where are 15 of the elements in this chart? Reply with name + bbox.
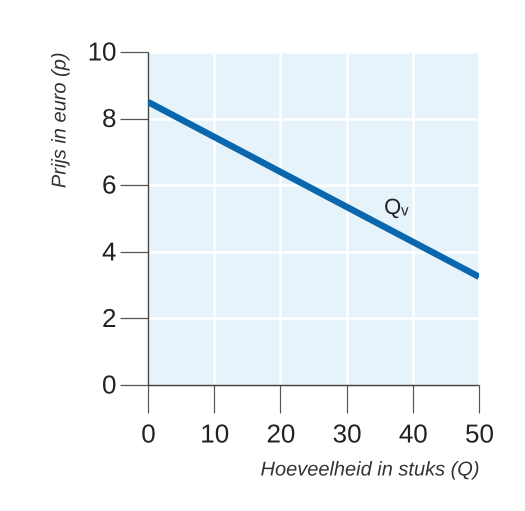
- y-tick-label: 2: [102, 302, 116, 333]
- x-tick-label: 30: [332, 418, 362, 448]
- series-label: Qᵥ: [384, 194, 410, 220]
- x-tick-label: 10: [200, 418, 230, 448]
- x-axis-title: Hoeveelheid in stuks (Q): [260, 458, 480, 480]
- x-tick-label: 20: [266, 418, 296, 448]
- y-axis-title: Prijs in euro (p): [48, 52, 71, 188]
- y-tick-label: 4: [102, 236, 116, 266]
- x-tick-label: 0: [141, 418, 156, 448]
- y-tick-label: 0: [102, 370, 116, 400]
- y-tick-label: 8: [102, 103, 116, 134]
- y-tick-label: 6: [102, 170, 116, 200]
- x-tick-label: 40: [398, 418, 428, 448]
- x-tick-label: 50: [465, 418, 494, 448]
- y-tick-label: 10: [88, 36, 116, 66]
